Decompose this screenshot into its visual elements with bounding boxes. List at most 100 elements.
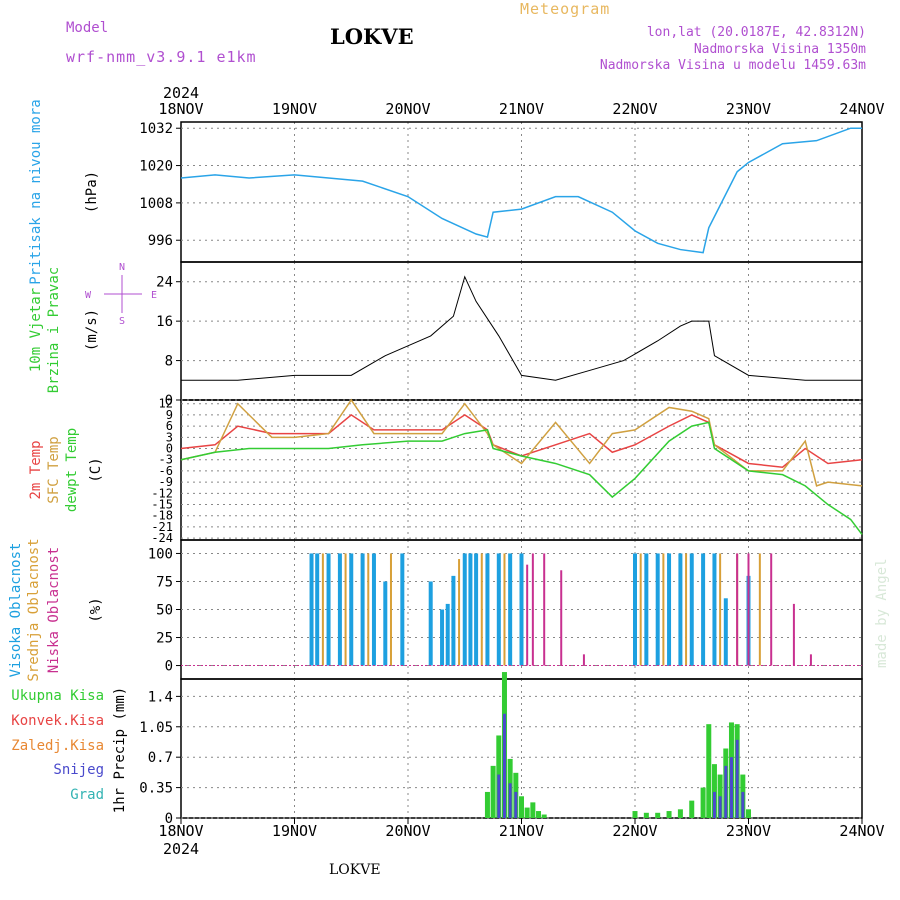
cloud-bar	[485, 553, 490, 666]
time-label-top: 18NOV	[158, 100, 203, 118]
cloud-bar	[678, 553, 683, 666]
model-altitude-text: Nadmorska Visina u modelu 1459.63m	[599, 58, 866, 73]
compass-east: E	[151, 290, 157, 301]
cloud-bar	[712, 553, 717, 666]
precip-bar	[700, 787, 706, 818]
precip-legend-entry: Grad	[70, 787, 104, 803]
precip-bar	[706, 724, 712, 818]
time-label-bottom: 21NOV	[499, 822, 544, 840]
precip-legend-entry: Snijeg	[53, 762, 104, 778]
cloud-bar	[360, 553, 365, 666]
cloud-bar	[344, 553, 347, 666]
cloud-bar	[662, 553, 665, 666]
pressure-title: Pritisak na nivou mora	[28, 99, 44, 284]
precip-bar	[666, 811, 672, 818]
precip-bar	[718, 796, 722, 818]
precip-bar	[712, 791, 716, 818]
cloud-bar	[349, 553, 354, 666]
cloud-bar	[371, 553, 376, 666]
cloud-bar	[400, 553, 405, 666]
precip-bar	[689, 800, 695, 818]
cloud-bar	[337, 553, 342, 666]
precip-bar	[524, 807, 530, 818]
precip-bar	[508, 783, 512, 818]
temp-tick-label: 6	[166, 419, 173, 433]
precip-bar	[514, 791, 518, 818]
panel-frame	[180, 261, 863, 401]
temp-tick-label: 0	[166, 442, 173, 456]
cloud-bar	[770, 553, 773, 666]
panel-frame	[180, 399, 863, 541]
cloud-tick-label: 50	[156, 603, 173, 619]
cloud-bar	[644, 553, 649, 666]
cloud-low-label: Niska Oblacnost	[46, 547, 62, 673]
cloud-bar	[367, 553, 370, 666]
cloud-bar	[809, 654, 812, 666]
cloud-bar	[685, 553, 688, 666]
time-label-bottom: 20NOV	[385, 822, 430, 840]
cloud-bar	[582, 654, 585, 666]
temp-tick-label: 9	[166, 408, 173, 422]
compass-north: N	[119, 262, 125, 273]
precip-bar	[746, 809, 751, 818]
precip-bar	[530, 802, 536, 818]
cloud-bar	[474, 553, 479, 666]
temp-dew-label: dewpt Temp	[64, 428, 80, 512]
cloud-tick-label: 0	[165, 659, 173, 675]
cloud-bar	[326, 553, 331, 666]
cloud-bar	[508, 553, 513, 666]
precip-bar	[632, 811, 638, 818]
precip-tick-label: 0	[165, 811, 173, 827]
compass-west: W	[85, 290, 92, 301]
pressure-tick-label: 1032	[139, 121, 173, 137]
cloud-bar	[458, 559, 461, 666]
cloud-bar	[719, 553, 722, 666]
cloud-bar	[321, 553, 324, 666]
time-label-bottom: 24NOV	[839, 822, 884, 840]
precip-unit: 1hr Precip (mm)	[112, 687, 128, 813]
time-label-top: 21NOV	[499, 100, 544, 118]
cloud-unit: (%)	[88, 597, 104, 622]
cloud-bar	[428, 581, 433, 666]
precip-bar	[724, 765, 728, 818]
year-label-top: 2024	[163, 84, 199, 102]
cloud-tick-label: 75	[156, 574, 173, 590]
precip-tick-label: 0.35	[139, 781, 173, 797]
wind-title-1: 10m Vjetar	[28, 288, 44, 372]
wind-tick-label: 16	[156, 314, 173, 330]
precip-bar	[541, 814, 547, 818]
altitude-text: Nadmorska Visina 1350m	[693, 42, 866, 57]
wind-tick-label: 0	[165, 393, 173, 409]
pressure-line	[180, 127, 862, 254]
cloud-bar	[503, 553, 506, 666]
precip-bar	[677, 809, 683, 818]
temp-tick-label: -12	[151, 486, 173, 500]
cloud-bar	[701, 553, 706, 666]
cloud-tick-label: 100	[148, 546, 173, 562]
time-label-bottom: 23NOV	[726, 822, 771, 840]
temp-tick-label: -15	[151, 498, 173, 512]
cloud-bar	[445, 603, 450, 666]
precip-bar	[729, 757, 733, 818]
compass-south: S	[119, 316, 125, 327]
cloud-bar	[462, 553, 467, 666]
time-label-top: 24NOV	[839, 100, 884, 118]
temp-line	[180, 421, 863, 535]
time-label-top: 19NOV	[272, 100, 317, 118]
cloud-bar	[667, 553, 672, 666]
temp-tick-label: -18	[151, 509, 173, 523]
cloud-bar	[526, 564, 529, 666]
time-label-bottom: 19NOV	[272, 822, 317, 840]
cloud-bar	[315, 553, 320, 666]
model-label: Model	[66, 20, 109, 36]
cloud-bar	[519, 553, 524, 666]
wind-unit: (m/s)	[84, 309, 100, 351]
pressure-tick-label: 1008	[139, 196, 173, 212]
cloud-bar	[383, 581, 388, 666]
precip-bar	[735, 739, 739, 818]
location-title: LOKVE	[330, 24, 414, 49]
cloud-bar	[633, 553, 637, 666]
temp-tick-label: -9	[159, 475, 173, 489]
temp-tick-label: -6	[159, 464, 173, 478]
cloud-bar	[543, 553, 546, 666]
